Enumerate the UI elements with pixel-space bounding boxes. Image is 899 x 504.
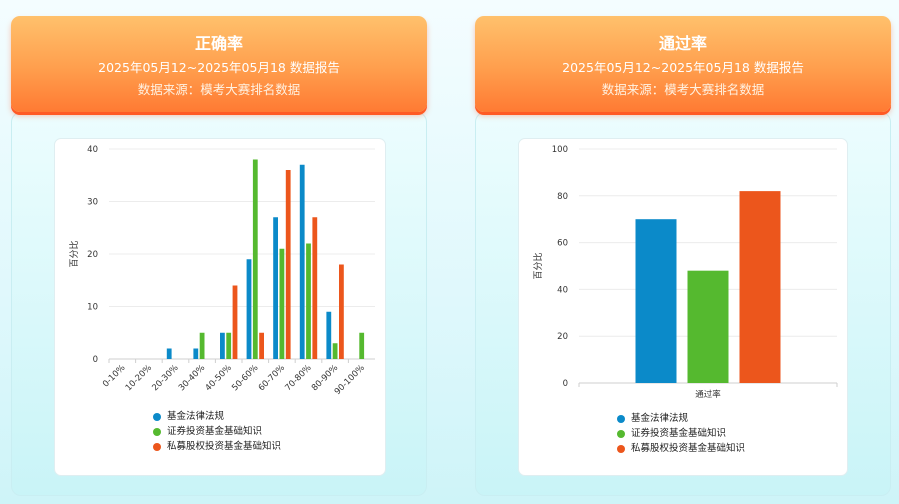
- legend-item[interactable]: 私募股权投资基金基础知识: [617, 441, 745, 456]
- panel-title: 通过率: [658, 34, 707, 53]
- legend-label: 证券投资基金基础知识: [167, 426, 263, 437]
- legend-label: 证券投资基金基础知识: [631, 428, 727, 439]
- y-tick-label: 0: [93, 355, 98, 365]
- bar-30-40%-s0: [193, 348, 199, 359]
- panel-header: 通过率 2025年05月12~2025年05月18 数据报告 数据来源：模考大赛…: [475, 16, 891, 112]
- x-tick-label: 10-20%: [124, 363, 154, 393]
- legend-label: 私募股权投资基金基础知识: [167, 441, 282, 452]
- legend-dot-orange: [153, 442, 161, 451]
- bar-70-80%-s1: [306, 243, 311, 359]
- legend-dot-blue: [617, 414, 625, 423]
- legend-label: 基金法律法规: [167, 411, 225, 422]
- y-tick-label: 30: [87, 198, 98, 208]
- legend-dot-orange: [617, 444, 625, 453]
- bar-20-30%-s0: [166, 348, 172, 359]
- data-source: 数据来源：模考大赛排名数据: [137, 82, 301, 97]
- bar-70-80%-s0: [299, 164, 305, 359]
- x-tick-label: 60-70%: [257, 363, 287, 393]
- pass-rate-panel: 通过率 2025年05月12~2025年05月18 数据报告 数据来源：模考大赛…: [475, 16, 891, 496]
- y-tick-label: 10: [87, 303, 98, 313]
- bar-60-70%-s1: [279, 248, 285, 359]
- x-tick-label: 40-50%: [204, 363, 234, 393]
- y-tick-label: 20: [87, 250, 98, 260]
- bar-40-50%-s1: [226, 332, 232, 359]
- legend-item[interactable]: 基金法律法规: [153, 409, 281, 424]
- chart-legend: 基金法律法规 证券投资基金基础知识 私募股权投资基金基础知识: [153, 409, 281, 454]
- legend-item[interactable]: 私募股权投资基金基础知识: [153, 439, 281, 454]
- bar-50-60%-s1: [252, 159, 258, 359]
- y-tick-label: 60: [557, 239, 568, 249]
- bar-50-60%-s0: [246, 259, 252, 359]
- bar-90-100%-s1: [359, 332, 365, 359]
- legend-dot-green: [153, 427, 161, 436]
- panel-subtitle: 2025年05月12~2025年05月18 数据报告: [98, 60, 340, 75]
- y-tick-label: 20: [557, 332, 568, 342]
- legend-item[interactable]: 基金法律法规: [617, 411, 745, 426]
- bar-80-90%-s1: [332, 343, 338, 359]
- legend-dot-blue: [153, 412, 161, 421]
- accuracy-chart-card: 0 10 20 30 40 百分比 0-10% 10-20% 20-30% 30-40% 40-50…: [54, 138, 386, 476]
- bar-40-50%-s0: [220, 332, 225, 359]
- accuracy-chart: 010203040百分比0-10%10-20%20-30%30-40%40-50…: [68, 145, 375, 397]
- legend-item[interactable]: 证券投资基金基础知识: [153, 424, 281, 439]
- bar-80-90%-s0: [326, 311, 332, 359]
- data-source: 数据来源：模考大赛排名数据: [601, 82, 765, 97]
- y-axis-label: 百分比: [68, 240, 80, 267]
- legend-label: 私募股权投资基金基础知识: [631, 443, 746, 454]
- chart-legend: 基金法律法规 证券投资基金基础知识 私募股权投资基金基础知识: [617, 411, 745, 456]
- accuracy-panel: 正确率 2025年05月12~2025年05月18 数据报告 数据来源：模考大赛…: [11, 16, 427, 496]
- pass-rate-chart-card: 0 20 40 60 80 100 百分比通过率 基金法律法规 证券投资基金基础知识 私募股…: [518, 138, 848, 476]
- bar-60-70%-s2: [285, 170, 291, 359]
- x-tick-label: 20-30%: [150, 363, 180, 393]
- panel-header: 正确率 2025年05月12~2025年05月18 数据报告 数据来源：模考大赛…: [11, 16, 427, 112]
- legend-label: 基金法律法规: [631, 413, 689, 424]
- x-tick-label: 50-60%: [230, 363, 260, 393]
- bar-50-60%-s2: [259, 332, 264, 359]
- bar-60-70%-s0: [273, 217, 278, 359]
- bar-40-50%-s2: [232, 285, 238, 359]
- y-tick-label: 80: [557, 192, 568, 202]
- y-tick-label: 0: [563, 379, 568, 389]
- panel-subtitle: 2025年05月12~2025年05月18 数据报告: [562, 60, 804, 75]
- bar-70-80%-s2: [312, 217, 318, 359]
- y-tick-label: 40: [87, 145, 98, 155]
- legend-dot-green: [617, 429, 625, 438]
- x-tick-label: 通过率: [695, 389, 721, 400]
- y-tick-label: 100: [552, 145, 568, 155]
- bar-30-40%-s1: [199, 332, 205, 359]
- panel-title: 正确率: [194, 34, 243, 53]
- bar-s2: [739, 191, 781, 383]
- y-axis-label: 百分比: [532, 252, 544, 279]
- bar-80-90%-s2: [339, 264, 344, 359]
- y-tick-label: 40: [557, 285, 568, 295]
- x-tick-label: 70-80%: [283, 363, 313, 393]
- legend-item[interactable]: 证券投资基金基础知识: [617, 426, 745, 441]
- bar-s0: [635, 219, 677, 383]
- x-tick-label: 30-40%: [177, 363, 207, 393]
- bar-s1: [687, 270, 729, 383]
